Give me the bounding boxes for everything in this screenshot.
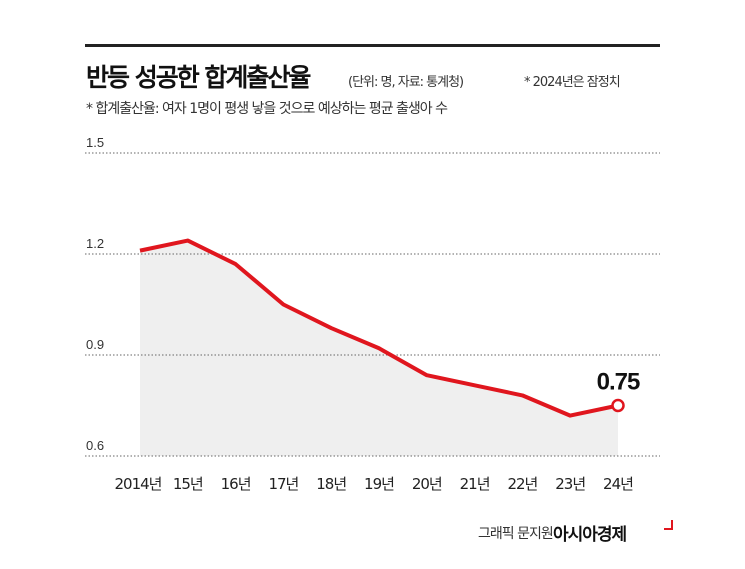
x-tick-label: 21년 bbox=[460, 475, 490, 493]
logo-mark-icon bbox=[664, 520, 673, 530]
x-tick-label: 23년 bbox=[555, 475, 585, 493]
data-point-2024 bbox=[611, 398, 625, 413]
series-line bbox=[139, 238, 619, 418]
x-tick-label: 22년 bbox=[507, 475, 537, 493]
graphic-credit: 그래픽 문지원 bbox=[478, 526, 554, 542]
x-tick-label: 19년 bbox=[364, 475, 394, 493]
chart-title: 반등 성공한 합계출산율 bbox=[86, 63, 311, 92]
x-tick-label: 18년 bbox=[316, 475, 346, 493]
unit-source: (단위: 명, 자료: 통계청) bbox=[348, 75, 464, 90]
x-tick-label: 16년 bbox=[221, 475, 251, 493]
y-tick-label: 1.2 bbox=[86, 236, 104, 251]
provisional-note: * 2024년은 잠정치 bbox=[524, 75, 621, 90]
y-tick-label: 0.6 bbox=[86, 438, 104, 453]
x-tick-label: 17년 bbox=[268, 475, 298, 493]
x-tick-label: 20년 bbox=[412, 475, 442, 493]
publisher-logo: 아시아경제 bbox=[553, 525, 627, 545]
top-rule bbox=[85, 44, 660, 47]
x-tick-label: 2014년 bbox=[115, 475, 162, 493]
value-annotation: 0.75 bbox=[597, 369, 640, 396]
definition-note: * 합계출산율: 여자 1명이 평생 낳을 것으로 예상하는 평균 출생아 수 bbox=[86, 101, 448, 117]
x-tick-label: 24년 bbox=[603, 475, 633, 493]
x-tick-label: 15년 bbox=[173, 475, 203, 493]
y-tick-label: 1.5 bbox=[86, 135, 104, 150]
y-tick-label: 0.9 bbox=[86, 337, 104, 352]
